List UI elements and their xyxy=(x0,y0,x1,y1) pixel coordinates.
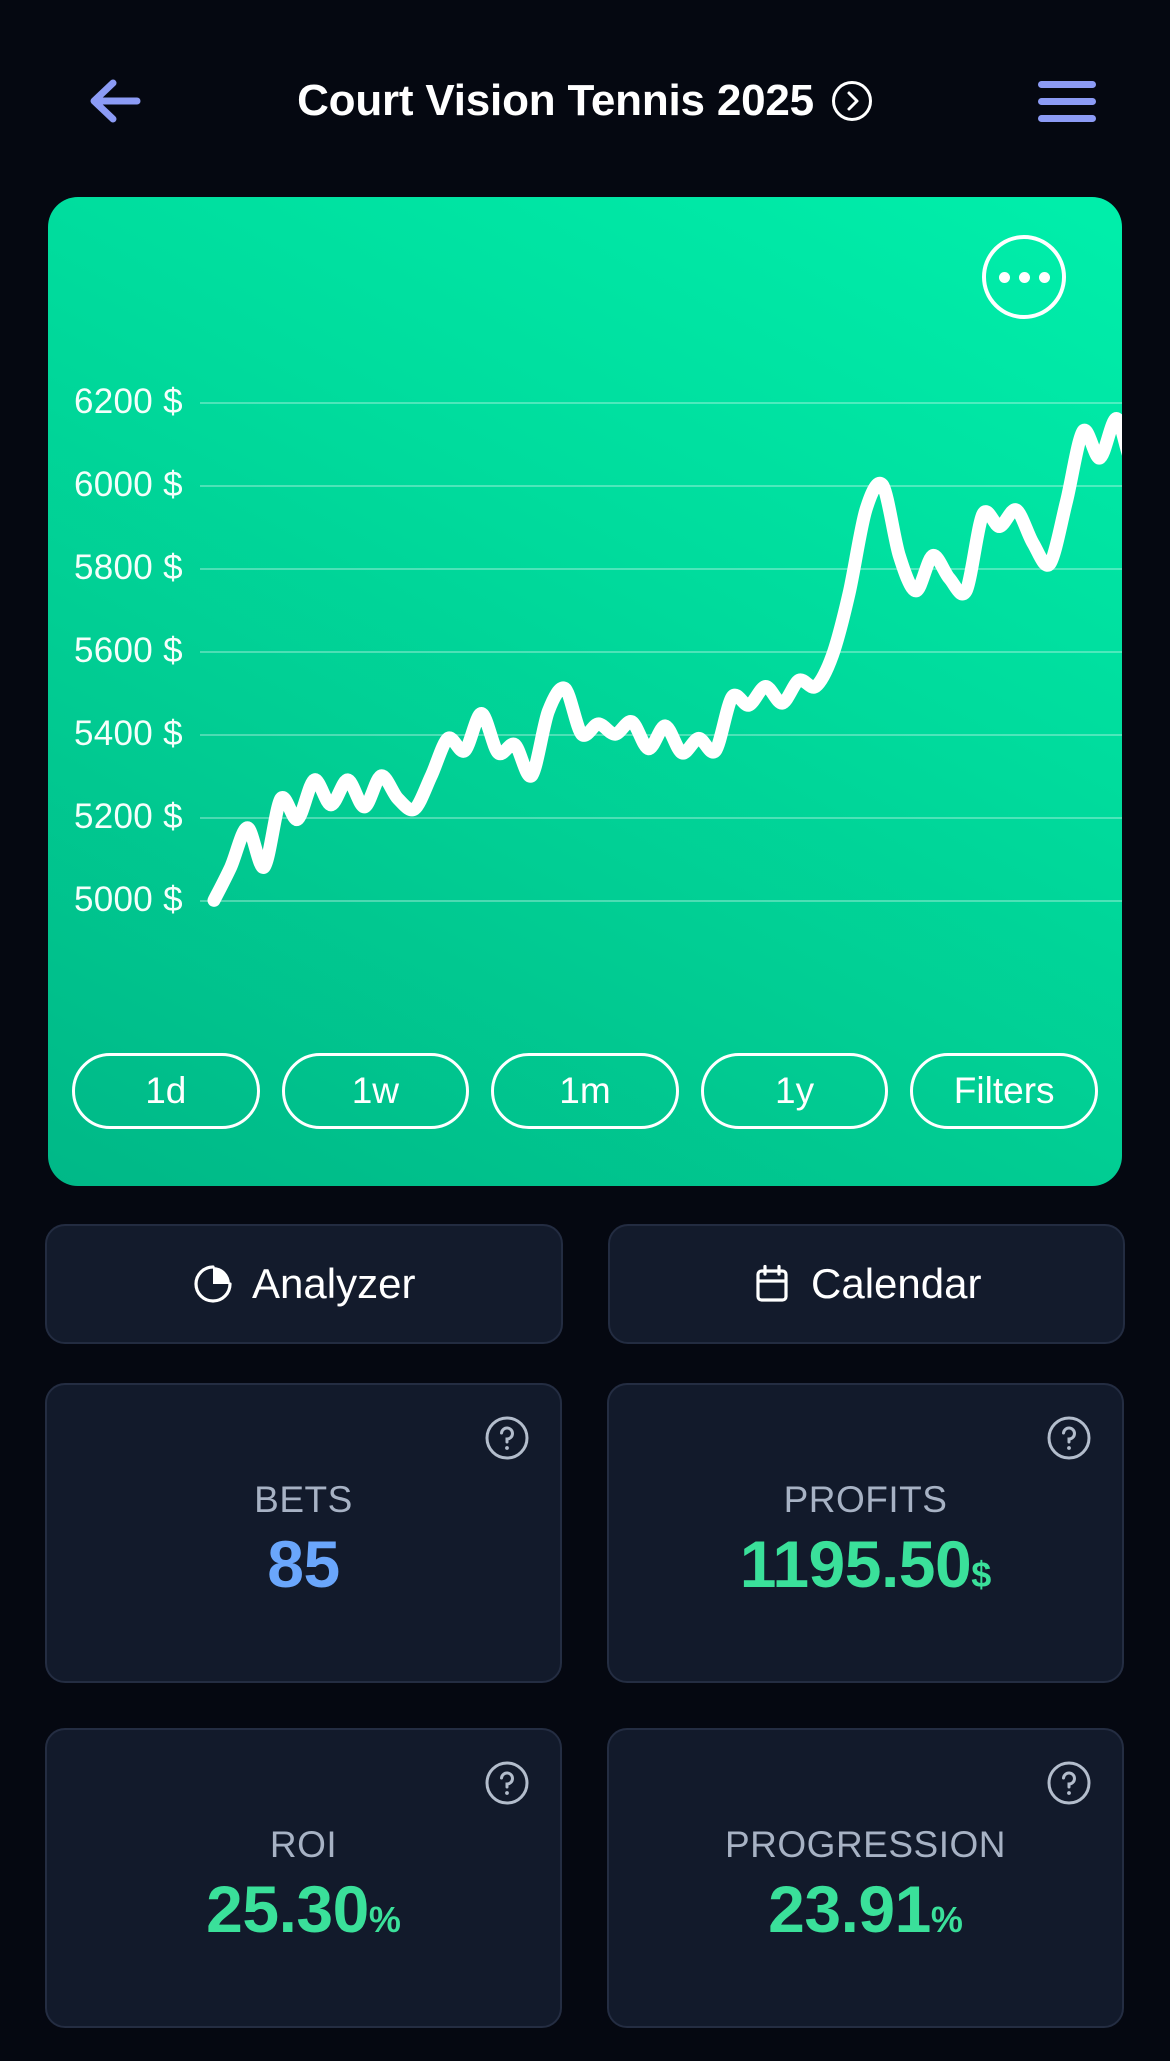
app-header: Court Vision Tennis 2025 xyxy=(0,0,1170,190)
stats-grid: BETS 85 PROFITS 1195.50 $ ROI 25.30% PROGRESSIO… xyxy=(45,1383,1125,2028)
stat-label: ROI xyxy=(269,1824,338,1865)
calendar-icon xyxy=(751,1263,793,1305)
stat-label: PROFITS xyxy=(783,1479,948,1520)
back-button[interactable] xyxy=(72,58,158,144)
bankroll-line-path xyxy=(207,412,1122,907)
chevron-right-circle-icon[interactable] xyxy=(831,80,873,122)
calendar-label: Calendar xyxy=(811,1260,982,1307)
help-circle-icon[interactable] xyxy=(484,1760,530,1806)
help-circle-icon[interactable] xyxy=(1046,1415,1092,1461)
stat-card-progression: PROGRESSION 23.91% xyxy=(607,1728,1124,2028)
period-chip-1d[interactable]: 1d xyxy=(72,1052,260,1129)
arrow-left-icon xyxy=(90,79,141,123)
stat-value: 85 xyxy=(267,1527,340,1601)
help-circle-icon[interactable] xyxy=(1046,1760,1092,1806)
stat-value-row: 1195.50 $ xyxy=(609,1531,1122,1597)
ellipsis-dot-3 xyxy=(1038,271,1050,283)
stat-unit: % xyxy=(930,1899,963,1940)
stat-label: BETS xyxy=(254,1479,353,1520)
stat-unit: % xyxy=(368,1899,401,1940)
page-title: Court Vision Tennis 2025 xyxy=(297,76,814,125)
period-chip-1m[interactable]: 1m xyxy=(491,1052,679,1129)
chart-plot-area: 6200 $6000 $5800 $5600 $5400 $5200 $5000… xyxy=(48,197,1122,1017)
period-chip-1y[interactable]: 1y xyxy=(700,1052,889,1129)
stat-value-row: 25.30% xyxy=(47,1876,560,1942)
stat-value-row: 85 xyxy=(47,1531,560,1597)
hamburger-menu-icon[interactable] xyxy=(1024,60,1110,142)
menu-bar-1 xyxy=(1038,80,1096,88)
bankroll-chart-card: 6200 $6000 $5800 $5600 $5400 $5200 $5000… xyxy=(48,197,1122,1186)
period-chip-filters[interactable]: Filters xyxy=(910,1052,1098,1129)
stat-value: 1195.50 xyxy=(739,1527,972,1601)
analyzer-label: Analyzer xyxy=(252,1260,416,1307)
pie-chart-icon xyxy=(192,1263,234,1305)
chart-more-options-button[interactable] xyxy=(982,235,1066,319)
stat-value: 25.30 xyxy=(206,1872,369,1946)
stat-card-roi: ROI 25.30% xyxy=(45,1728,562,2028)
menu-bar-2 xyxy=(1038,97,1096,105)
stat-card-profits: PROFITS 1195.50 $ xyxy=(607,1383,1124,1683)
chart-period-selector: 1d 1w 1m 1y Filters xyxy=(48,1017,1122,1186)
calendar-button[interactable]: Calendar xyxy=(607,1224,1125,1344)
stat-value: 23.91 xyxy=(768,1872,931,1946)
analyzer-button[interactable]: Analyzer xyxy=(45,1224,563,1344)
quick-actions-row: Analyzer Calendar xyxy=(45,1224,1125,1344)
chart-line-series xyxy=(207,412,1122,907)
menu-bar-3 xyxy=(1038,114,1096,122)
ellipsis-dot-2 xyxy=(1018,271,1030,283)
page-title-group: Court Vision Tennis 2025 xyxy=(0,58,1170,144)
stat-unit: $ xyxy=(971,1554,992,1595)
period-chip-1w[interactable]: 1w xyxy=(281,1052,470,1129)
stat-card-bets: BETS 85 xyxy=(45,1383,562,1683)
stat-value-row: 23.91% xyxy=(609,1876,1122,1942)
stat-label: PROGRESSION xyxy=(725,1824,1006,1865)
help-circle-icon[interactable] xyxy=(484,1415,530,1461)
ellipsis-dot-1 xyxy=(998,271,1010,283)
